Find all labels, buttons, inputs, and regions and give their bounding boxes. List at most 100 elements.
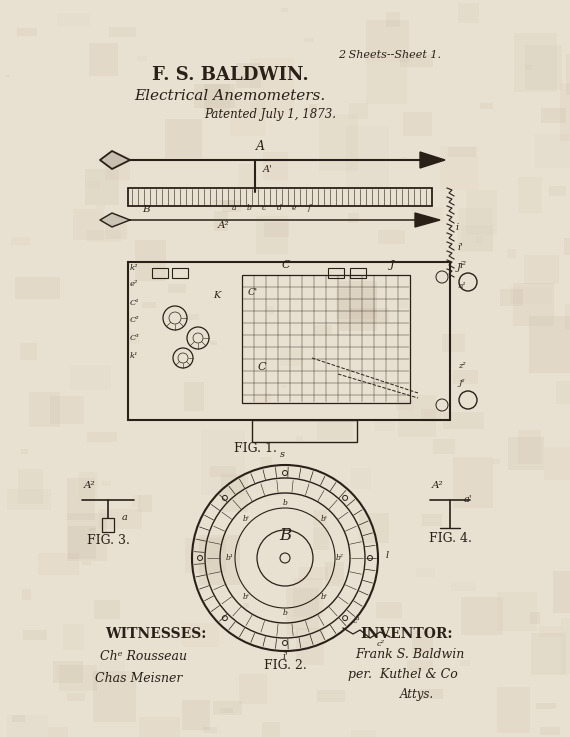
Text: FIG. 2.: FIG. 2. [263,659,307,672]
Bar [282,385,287,388]
Text: b': b' [320,593,327,601]
Bar [239,674,267,704]
Text: e: e [292,204,296,212]
Text: A': A' [263,165,272,174]
Bar [500,289,523,306]
Bar [135,240,166,281]
Bar [260,457,272,468]
Bar [21,450,28,454]
Bar [403,113,433,136]
Bar [386,13,400,27]
Bar [22,589,31,601]
Bar [458,4,479,23]
Bar [511,287,552,304]
Bar [397,301,408,308]
Bar [213,200,234,206]
Bar [79,472,98,498]
Text: Electrical Anemometers.: Electrical Anemometers. [135,89,325,103]
Bar [531,632,565,675]
Bar [420,688,443,699]
Bar [214,211,227,231]
Bar [317,422,353,440]
Bar [18,469,43,504]
Bar [540,727,560,735]
Text: J²: J² [458,379,465,387]
Polygon shape [100,213,130,227]
Bar [50,396,84,425]
Bar [132,495,141,507]
Bar [460,660,470,666]
Bar [440,147,478,189]
Text: FIG. 4.: FIG. 4. [429,532,471,545]
Bar [263,152,288,181]
Bar [93,601,120,619]
Bar [313,527,329,550]
Bar [298,567,328,579]
Polygon shape [415,213,440,227]
Bar [529,315,570,373]
Bar [7,715,47,737]
Bar [401,157,407,161]
Bar [152,268,168,278]
Text: Chᵉ Rousseau: Chᵉ Rousseau [100,650,187,663]
Text: b': b' [320,515,327,523]
Bar [255,393,271,405]
Bar [561,618,570,674]
Bar [461,597,503,635]
Text: per.  Kuthel & Co: per. Kuthel & Co [348,668,458,681]
Bar [194,83,234,108]
Bar [350,268,366,278]
Bar [96,206,105,209]
Polygon shape [420,152,445,168]
Bar [18,27,37,36]
Bar [204,84,230,116]
Bar [349,308,389,322]
Bar [507,249,516,258]
Bar [518,177,542,213]
Text: b: b [283,609,287,617]
Bar [82,562,91,565]
Bar [458,208,493,252]
Text: k²: k² [130,264,139,272]
Bar [526,65,532,70]
Bar [286,588,319,630]
Text: Chas Meisner: Chas Meisner [95,672,182,685]
Text: FIG. 1.: FIG. 1. [234,442,276,455]
Bar [237,63,262,88]
Bar [102,518,114,532]
Bar [87,230,121,242]
Bar [400,54,433,67]
Bar [421,408,442,422]
Bar [328,268,344,278]
Bar [86,169,119,205]
Bar [349,102,368,119]
Bar [280,349,303,366]
Bar [185,538,226,573]
Bar [492,459,499,464]
Text: 2 Sheets--Sheet 1.: 2 Sheets--Sheet 1. [339,50,442,60]
Bar [89,528,95,531]
Text: a: a [122,513,128,522]
Bar [447,147,477,158]
Bar [11,237,30,245]
Bar [185,313,199,320]
Text: b²: b² [336,554,344,562]
Text: c: c [262,204,266,212]
Text: i': i' [282,652,288,661]
Bar [53,661,83,682]
Bar [255,216,287,254]
Bar [117,216,123,218]
Bar [398,395,435,437]
Bar [67,478,95,520]
Text: INVENTOR:: INVENTOR: [360,627,453,641]
Bar [416,568,435,577]
Bar [544,447,570,480]
Bar [443,411,484,430]
Text: C²: C² [130,316,140,324]
Bar [476,237,483,243]
Text: A: A [255,140,264,153]
Bar [172,268,188,278]
Bar [109,27,136,38]
Bar [317,690,345,702]
Text: c²: c² [377,640,385,648]
